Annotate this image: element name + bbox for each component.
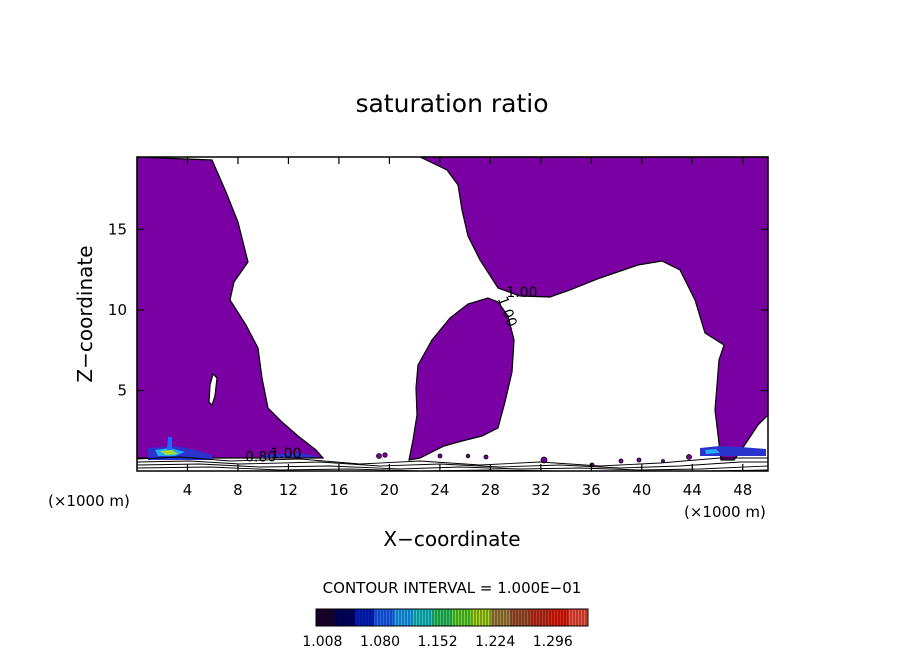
- y-tick-label: 5: [117, 381, 127, 399]
- colorbar-segment: [568, 609, 589, 626]
- x-tick-label: 24: [430, 481, 449, 499]
- chart-title: saturation ratio: [355, 89, 548, 118]
- x-tick-label: 16: [329, 481, 348, 499]
- colorbar-tick-label: 1.152: [418, 634, 458, 650]
- colorbar-frame: [315, 608, 589, 627]
- contour-labels: 1.001.000.801.00: [245, 285, 537, 465]
- x-unit-right: (×1000 m): [684, 503, 766, 521]
- y-axis-label: Z−coordinate: [73, 245, 97, 382]
- colorbar-segment: [335, 609, 356, 626]
- colorbar-tick-label: 1.080: [360, 634, 400, 650]
- colorbar-tick-label: 1.008: [302, 634, 342, 650]
- plot-frame: [136, 156, 769, 472]
- x-tick-label: 48: [733, 481, 752, 499]
- contour-label: 1.00: [270, 446, 301, 462]
- colorbar-segment: [529, 609, 550, 626]
- colorbar-tick-labels: 1.008 1.080 1.152 1.224 1.296: [302, 634, 573, 650]
- x-axis-ticks: 4 8 12 16 20 24 28 32 36 40 44 48: [183, 157, 752, 499]
- y-axis-ticks: 5 10 15: [108, 220, 768, 399]
- colorbar-tick-label: 1.224: [475, 634, 515, 650]
- x-unit-left: (×1000 m): [48, 492, 130, 510]
- colorbar-tick-label: 1.296: [533, 634, 573, 650]
- x-tick-label: 8: [233, 481, 243, 499]
- surface-colored-patches: [148, 437, 766, 460]
- y-tick-label: 10: [108, 301, 127, 319]
- x-tick-label: 4: [183, 481, 193, 499]
- y-tick-label: 15: [108, 220, 127, 238]
- colorbar-segment: [393, 609, 414, 626]
- colorbar-segment: [432, 609, 453, 626]
- colorbar-segment: [471, 609, 492, 626]
- saturated-region-center: [408, 297, 515, 461]
- saturated-region-left: [136, 156, 325, 459]
- contour-label: 0.80: [245, 449, 276, 465]
- plot-area: 1.001.000.801.00: [136, 156, 769, 472]
- x-tick-label: 40: [632, 481, 651, 499]
- colorbar: [315, 608, 589, 627]
- contour-interval-label: CONTOUR INTERVAL = 1.000E−01: [323, 579, 582, 597]
- x-tick-label: 36: [582, 481, 601, 499]
- x-tick-label: 28: [481, 481, 500, 499]
- surface-contours: [136, 456, 769, 472]
- contour-label: 1.00: [506, 285, 537, 301]
- surface-blobs: [376, 452, 692, 468]
- x-tick-label: 12: [279, 481, 298, 499]
- x-axis-label: X−coordinate: [383, 527, 520, 551]
- saturated-region-top-right: [419, 156, 769, 461]
- x-tick-label: 44: [683, 481, 702, 499]
- x-tick-label: 20: [380, 481, 399, 499]
- x-tick-label: 32: [531, 481, 550, 499]
